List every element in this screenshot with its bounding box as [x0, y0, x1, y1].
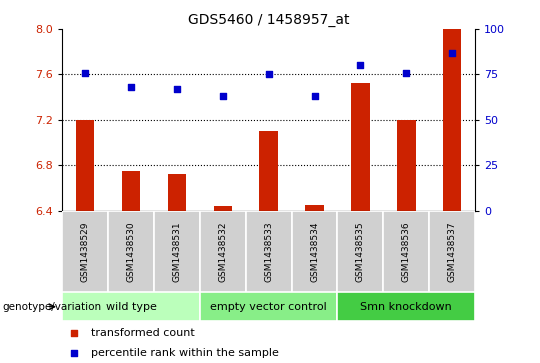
- Bar: [259, 131, 278, 211]
- Point: [310, 93, 319, 99]
- FancyBboxPatch shape: [154, 211, 200, 292]
- Title: GDS5460 / 1458957_at: GDS5460 / 1458957_at: [188, 13, 349, 26]
- Text: GSM1438535: GSM1438535: [356, 221, 365, 282]
- Bar: [305, 205, 323, 211]
- Point: [126, 84, 135, 90]
- Point: [356, 62, 365, 68]
- FancyBboxPatch shape: [338, 211, 383, 292]
- Point: [172, 86, 181, 92]
- FancyBboxPatch shape: [429, 211, 475, 292]
- Point: [402, 70, 410, 76]
- Point: [70, 330, 79, 336]
- Bar: [397, 120, 416, 211]
- Text: wild type: wild type: [105, 302, 157, 312]
- Bar: [351, 83, 369, 211]
- FancyBboxPatch shape: [62, 211, 108, 292]
- FancyBboxPatch shape: [108, 211, 154, 292]
- Text: empty vector control: empty vector control: [210, 302, 327, 312]
- Bar: [443, 29, 461, 211]
- Point: [448, 50, 456, 56]
- Text: GSM1438533: GSM1438533: [264, 221, 273, 282]
- FancyBboxPatch shape: [200, 211, 246, 292]
- FancyBboxPatch shape: [62, 292, 200, 321]
- Bar: [167, 174, 186, 211]
- Bar: [122, 171, 140, 211]
- FancyBboxPatch shape: [292, 211, 338, 292]
- Point: [265, 72, 273, 77]
- Text: percentile rank within the sample: percentile rank within the sample: [91, 347, 279, 358]
- Text: GSM1438531: GSM1438531: [172, 221, 181, 282]
- Bar: [76, 120, 94, 211]
- Point: [81, 70, 90, 76]
- Text: GSM1438530: GSM1438530: [126, 221, 136, 282]
- Text: transformed count: transformed count: [91, 328, 195, 338]
- Bar: [214, 206, 232, 211]
- FancyBboxPatch shape: [200, 292, 338, 321]
- Text: GSM1438536: GSM1438536: [402, 221, 411, 282]
- Point: [70, 350, 79, 355]
- Text: GSM1438532: GSM1438532: [218, 221, 227, 282]
- Text: Smn knockdown: Smn knockdown: [361, 302, 452, 312]
- Text: GSM1438529: GSM1438529: [80, 221, 90, 282]
- Text: genotype/variation: genotype/variation: [3, 302, 102, 312]
- Text: GSM1438537: GSM1438537: [448, 221, 457, 282]
- FancyBboxPatch shape: [383, 211, 429, 292]
- Point: [218, 93, 227, 99]
- FancyBboxPatch shape: [246, 211, 292, 292]
- FancyBboxPatch shape: [338, 292, 475, 321]
- Text: GSM1438534: GSM1438534: [310, 221, 319, 282]
